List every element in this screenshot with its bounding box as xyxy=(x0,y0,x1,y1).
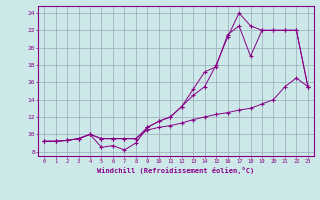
X-axis label: Windchill (Refroidissement éolien,°C): Windchill (Refroidissement éolien,°C) xyxy=(97,167,255,174)
